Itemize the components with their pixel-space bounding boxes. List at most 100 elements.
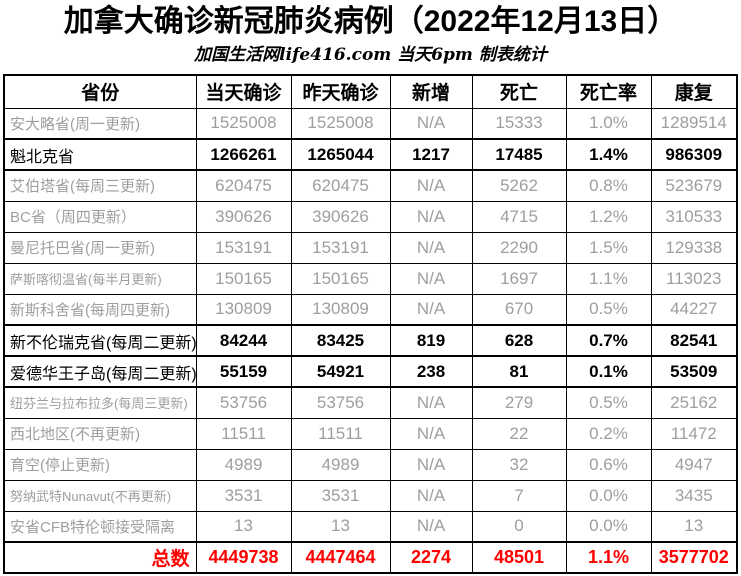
yesterday-confirmed-cell: 1525008	[290, 107, 391, 140]
yesterday-confirmed-cell: 11511	[290, 417, 391, 450]
today-confirmed-cell: 130809	[195, 293, 292, 326]
new-cases-cell: 238	[389, 355, 473, 388]
header-recovered: 康复	[650, 74, 738, 109]
province-cell: 西北地区(不再更新)	[3, 417, 197, 450]
table-row: 萨斯喀彻温省(每半月更新) 150165 150165 N/A 1697 1.1% 1130…	[3, 262, 738, 295]
deaths-cell: 81	[471, 355, 567, 388]
province-cell: 新不伦瑞克省(每周二更新)	[3, 324, 197, 357]
deaths-cell: 2290	[471, 231, 567, 264]
death-rate-cell: 0.7%	[565, 324, 652, 357]
new-cases-cell: N/A	[389, 479, 473, 512]
death-rate-cell: 0.0%	[565, 479, 652, 512]
new-cases-cell: 819	[389, 324, 473, 357]
recovered-cell: 1289514	[650, 107, 738, 140]
new-cases-cell: N/A	[389, 386, 473, 419]
recovered-cell: 113023	[650, 262, 738, 295]
death-rate-cell: 0.0%	[565, 510, 652, 543]
deaths-cell: 670	[471, 293, 567, 326]
table-row: 爱德华王子岛(每周二更新) 55159 54921 238 81 0.1% 53509	[3, 355, 738, 388]
death-rate-cell: 1.1%	[565, 541, 652, 574]
table-row: 安大略省(周一更新) 1525008 1525008 N/A 15333 1.0% 1289…	[3, 107, 738, 140]
recovered-cell: 25162	[650, 386, 738, 419]
new-cases-cell: N/A	[389, 200, 473, 233]
header-today-confirmed: 当天确诊	[195, 74, 292, 109]
death-rate-cell: 0.8%	[565, 169, 652, 202]
table-row: 育空(停止更新) 4989 4989 N/A 32 0.6% 4947	[3, 448, 738, 481]
yesterday-confirmed-cell: 150165	[290, 262, 391, 295]
new-cases-cell: N/A	[389, 107, 473, 140]
yesterday-confirmed-cell: 83425	[290, 324, 391, 357]
new-cases-cell: N/A	[389, 510, 473, 543]
province-cell: 安省CFB特伦顿接受隔离	[3, 510, 197, 543]
table-row: BC省（周四更新） 390626 390626 N/A 4715 1.2% 310533	[3, 200, 738, 233]
today-confirmed-cell: 150165	[195, 262, 292, 295]
province-cell: 爱德华王子岛(每周二更新)	[3, 355, 197, 388]
yesterday-confirmed-cell: 1265044	[290, 138, 391, 171]
death-rate-cell: 0.5%	[565, 386, 652, 419]
today-confirmed-cell: 84244	[195, 324, 292, 357]
covid-stats-table: 省份 当天确诊 昨天确诊 新增 死亡 死亡率 康复 安大略省(周一更新) 1525…	[3, 74, 738, 574]
table-row: 艾伯塔省(每周三更新) 620475 620475 N/A 5262 0.8% 523679	[3, 169, 738, 202]
page-subtitle: 加国生活网life416.com 当天6pm 制表统计	[194, 45, 547, 65]
today-confirmed-cell: 620475	[195, 169, 292, 202]
recovered-cell: 11472	[650, 417, 738, 450]
recovered-cell: 44227	[650, 293, 738, 326]
today-confirmed-cell: 1525008	[195, 107, 292, 140]
yesterday-confirmed-cell: 153191	[290, 231, 391, 264]
yesterday-confirmed-cell: 620475	[290, 169, 391, 202]
deaths-cell: 0	[471, 510, 567, 543]
province-cell: 努纳武特Nunavut(不再更新)	[3, 479, 197, 512]
province-cell: 纽芬兰与拉布拉多(每周三更新)	[3, 386, 197, 419]
table-row: 曼尼托巴省(周一更新) 153191 153191 N/A 2290 1.5% 129338	[3, 231, 738, 264]
recovered-cell: 3435	[650, 479, 738, 512]
province-cell: 育空(停止更新)	[3, 448, 197, 481]
death-rate-cell: 0.2%	[565, 417, 652, 450]
death-rate-cell: 1.0%	[565, 107, 652, 140]
recovered-cell: 3577702	[650, 541, 738, 574]
new-cases-cell: N/A	[389, 417, 473, 450]
deaths-cell: 5262	[471, 169, 567, 202]
table-row: 新斯科舍省(每周四更新) 130809 130809 N/A 670 0.5% 44227	[3, 293, 738, 326]
table-row: 纽芬兰与拉布拉多(每周三更新) 53756 53756 N/A 279 0.5% 25162	[3, 386, 738, 419]
header-row: 省份 当天确诊 昨天确诊 新增 死亡 死亡率 康复	[3, 74, 738, 109]
new-cases-cell: N/A	[389, 169, 473, 202]
yesterday-confirmed-cell: 130809	[290, 293, 391, 326]
new-cases-cell: N/A	[389, 262, 473, 295]
province-cell: 安大略省(周一更新)	[3, 107, 197, 140]
yesterday-confirmed-cell: 4989	[290, 448, 391, 481]
today-confirmed-cell: 390626	[195, 200, 292, 233]
recovered-cell: 53509	[650, 355, 738, 388]
deaths-cell: 1697	[471, 262, 567, 295]
today-confirmed-cell: 4989	[195, 448, 292, 481]
province-cell: 总数	[3, 541, 197, 574]
recovered-cell: 986309	[650, 138, 738, 171]
province-cell: 新斯科舍省(每周四更新)	[3, 293, 197, 326]
death-rate-cell: 0.1%	[565, 355, 652, 388]
table-row: 西北地区(不再更新) 11511 11511 N/A 22 0.2% 11472	[3, 417, 738, 450]
table-row: 魁北克省 1266261 1265044 1217 17485 1.4% 986309	[3, 138, 738, 171]
death-rate-cell: 1.2%	[565, 200, 652, 233]
table-row: 安省CFB特伦顿接受隔离 13 13 N/A 0 0.0% 13	[3, 510, 738, 543]
deaths-cell: 48501	[471, 541, 567, 574]
today-confirmed-cell: 153191	[195, 231, 292, 264]
new-cases-cell: 1217	[389, 138, 473, 171]
death-rate-cell: 1.5%	[565, 231, 652, 264]
province-cell: 艾伯塔省(每周三更新)	[3, 169, 197, 202]
deaths-cell: 22	[471, 417, 567, 450]
total-row: 总数 4449738 4447464 2274 48501 1.1% 3577702	[3, 541, 738, 574]
header-yesterday-confirmed: 昨天确诊	[290, 74, 391, 109]
yesterday-confirmed-cell: 53756	[290, 386, 391, 419]
recovered-cell: 129338	[650, 231, 738, 264]
deaths-cell: 628	[471, 324, 567, 357]
table-header: 省份 当天确诊 昨天确诊 新增 死亡 死亡率 康复	[3, 74, 738, 109]
recovered-cell: 4947	[650, 448, 738, 481]
death-rate-cell: 0.5%	[565, 293, 652, 326]
death-rate-cell: 1.1%	[565, 262, 652, 295]
deaths-cell: 279	[471, 386, 567, 419]
today-confirmed-cell: 13	[195, 510, 292, 543]
new-cases-cell: N/A	[389, 293, 473, 326]
today-confirmed-cell: 11511	[195, 417, 292, 450]
page-title: 加拿大确诊新冠肺炎病例（2022年12月13日）	[63, 5, 678, 38]
today-confirmed-cell: 55159	[195, 355, 292, 388]
table-row: 新不伦瑞克省(每周二更新) 84244 83425 819 628 0.7% 82541	[3, 324, 738, 357]
